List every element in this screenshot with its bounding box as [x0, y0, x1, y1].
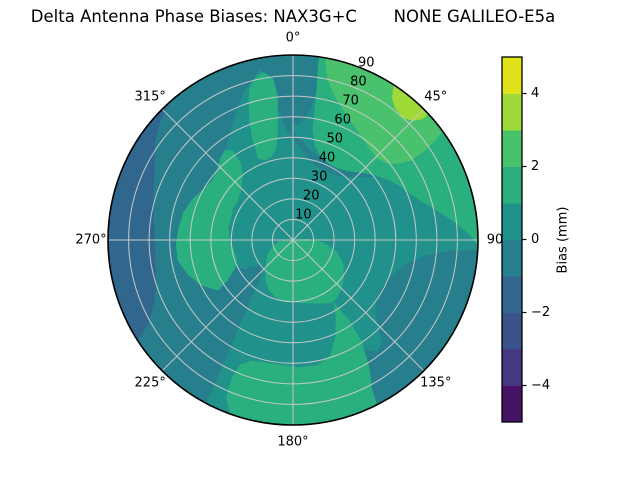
colorbar-axis-label: Bias (mm) — [556, 207, 571, 274]
angular-tick-0: 0° — [286, 31, 301, 46]
radial-tick-50: 50 — [327, 132, 344, 147]
angular-tick-225: 225° — [135, 375, 166, 390]
grid-spoke-315 — [161, 108, 294, 241]
radial-tick-30: 30 — [311, 170, 328, 185]
radial-tick-70: 70 — [342, 94, 359, 109]
radial-tick-60: 60 — [334, 113, 351, 128]
colorbar-tick--4: −4 — [531, 378, 550, 393]
contour-bias-neg2-neg1-west — [108, 102, 170, 341]
radial-tick-90: 90 — [358, 56, 375, 71]
colorbar-band-2-3 — [502, 130, 522, 167]
colorbar-band-3-4 — [502, 93, 522, 131]
angular-tick-labels: 0° 45° 90 135° 180° 225° 270° 315° — [75, 31, 503, 450]
angular-tick-135: 135° — [420, 375, 451, 390]
colorbar-band--5--4 — [502, 385, 522, 423]
colorbar: 4 2 0 −2 −4 — [501, 56, 550, 423]
radial-tick-20: 20 — [303, 189, 320, 204]
contour-bias-neg1-0-ncrescent — [279, 109, 389, 178]
colorbar-tick--2: −2 — [531, 305, 550, 320]
colorbar-band--2--1 — [502, 276, 522, 313]
contour-bias-1-2-center — [265, 238, 345, 304]
angular-tick-180: 180° — [277, 435, 308, 450]
chart-title: Delta Antenna Phase Biases: NAX3G+C NONE… — [30, 7, 556, 26]
colorbar-tick-4: 4 — [531, 86, 539, 101]
colorbar-tick-2: 2 — [531, 159, 539, 174]
contour-bias-neg1-0-north — [257, 55, 322, 125]
angular-tick-315: 315° — [135, 90, 166, 105]
colorbar-band-0-1 — [502, 203, 522, 240]
angular-tick-90: 90 — [487, 233, 504, 248]
radial-tick-80: 80 — [350, 75, 367, 90]
angular-tick-270: 270° — [75, 233, 106, 248]
radial-tick-labels: 10 20 30 40 50 60 70 80 90 — [295, 56, 374, 223]
colorbar-tick-0: 0 — [531, 232, 539, 247]
contour-bias-3-4-northeast — [392, 84, 429, 121]
contour-bias-1-2-west — [175, 149, 243, 291]
contour-bias-1-2-nnw-finger — [248, 72, 278, 161]
angular-tick-45: 45° — [424, 90, 447, 105]
colorbar-band--4--3 — [502, 349, 522, 386]
radial-tick-10: 10 — [295, 208, 312, 223]
polar-boundary — [107, 54, 479, 426]
colorbar-band--1-0 — [502, 239, 522, 277]
colorbar-band-1-2 — [502, 166, 522, 204]
grid-spoke-225 — [161, 239, 294, 372]
colorbar-band--3--2 — [502, 312, 522, 350]
polar-grid — [108, 55, 478, 425]
radial-tick-40: 40 — [319, 151, 336, 166]
grid-spoke-135 — [292, 239, 425, 372]
contour-bias-1-2-south — [226, 302, 377, 425]
grid-spoke-45 — [292, 108, 425, 241]
contour-bias-neg1-0-southeast — [345, 249, 478, 412]
contour-bias-2-3-northeast — [325, 57, 443, 164]
colorbar-band-4-5 — [502, 57, 522, 94]
